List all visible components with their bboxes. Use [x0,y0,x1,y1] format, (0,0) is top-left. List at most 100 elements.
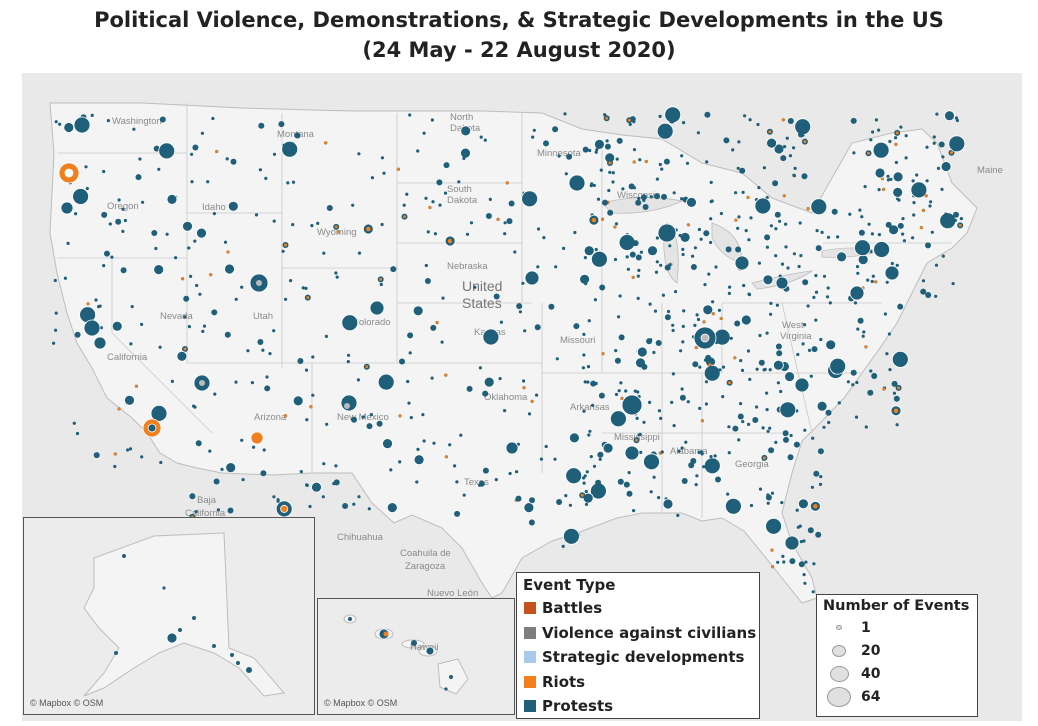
event-marker[interactable] [389,468,393,472]
event-marker[interactable] [322,251,326,255]
event-marker[interactable] [346,360,350,364]
event-marker[interactable] [595,148,599,152]
event-marker[interactable] [499,320,503,324]
event-marker[interactable] [802,539,806,543]
event-marker[interactable] [272,495,276,499]
event-marker[interactable] [911,179,915,183]
event-marker[interactable] [663,158,670,165]
event-marker[interactable] [411,640,417,646]
event-marker[interactable] [618,294,622,298]
event-marker[interactable] [390,266,397,273]
event-marker[interactable] [733,356,737,360]
event-marker[interactable] [941,254,945,258]
event-marker[interactable] [582,476,586,480]
event-marker[interactable] [774,440,778,444]
event-marker[interactable] [635,199,642,206]
event-marker[interactable] [582,146,589,153]
event-marker[interactable] [121,207,125,211]
event-marker[interactable] [657,496,661,500]
event-marker[interactable] [183,295,190,302]
event-marker[interactable] [224,331,231,338]
event-marker[interactable] [695,474,699,478]
event-marker[interactable] [901,232,905,236]
event-marker[interactable] [140,455,144,459]
event-marker[interactable] [768,426,772,430]
event-marker[interactable] [642,204,649,210]
event-marker[interactable] [341,314,359,332]
event-marker[interactable] [885,280,889,284]
event-marker[interactable] [632,509,636,513]
event-marker[interactable] [671,372,676,376]
event-marker[interactable] [592,183,596,187]
event-marker[interactable] [535,393,539,397]
event-marker[interactable] [72,421,76,425]
event-marker[interactable] [893,395,900,402]
event-marker[interactable] [848,212,852,216]
event-marker[interactable] [195,440,202,447]
event-marker[interactable] [703,457,721,475]
event-marker[interactable] [380,156,384,160]
event-marker[interactable] [770,548,774,552]
event-marker[interactable] [568,503,573,507]
event-marker[interactable] [588,429,592,433]
event-marker[interactable] [654,193,660,200]
event-marker[interactable] [912,213,916,217]
event-marker[interactable] [895,131,899,135]
event-marker[interactable] [825,409,832,416]
event-marker[interactable] [498,377,502,381]
event-marker[interactable] [586,380,590,384]
event-marker[interactable] [635,416,639,420]
event-marker[interactable] [601,217,604,221]
event-marker[interactable] [655,340,662,346]
event-marker[interactable] [334,464,338,468]
event-marker[interactable] [700,452,704,456]
event-marker[interactable] [815,229,819,233]
event-marker[interactable] [309,405,313,409]
event-marker[interactable] [696,131,701,135]
event-marker[interactable] [895,263,899,267]
event-marker[interactable] [940,161,952,172]
event-marker[interactable] [291,223,295,227]
event-marker[interactable] [536,227,541,231]
event-marker[interactable] [857,254,869,266]
event-marker[interactable] [654,270,659,274]
event-marker[interactable] [836,235,840,239]
event-marker[interactable] [658,162,662,167]
event-marker[interactable] [894,160,899,165]
event-marker[interactable] [731,148,735,152]
event-marker[interactable] [762,456,766,460]
event-marker[interactable] [604,143,611,150]
event-marker[interactable] [899,125,903,129]
event-marker[interactable] [485,213,492,219]
event-marker[interactable] [792,174,797,178]
event-marker[interactable] [863,185,867,189]
event-marker[interactable] [246,349,250,353]
event-marker[interactable] [376,420,383,427]
event-marker[interactable] [686,196,697,208]
event-marker[interactable] [60,201,74,215]
event-marker[interactable] [774,211,781,218]
event-marker[interactable] [422,131,426,135]
event-marker[interactable] [624,389,628,393]
event-marker[interactable] [117,407,121,411]
event-marker[interactable] [798,561,805,568]
event-marker[interactable] [788,154,793,158]
event-marker[interactable] [836,251,847,263]
event-marker[interactable] [854,239,871,257]
event-marker[interactable] [787,454,794,461]
event-marker[interactable] [158,345,162,349]
event-marker[interactable] [802,573,806,577]
event-marker[interactable] [66,241,70,245]
event-marker[interactable] [635,254,642,261]
event-marker[interactable] [482,467,489,474]
event-marker[interactable] [431,200,435,204]
event-marker[interactable] [944,110,955,122]
event-marker[interactable] [444,687,448,691]
event-marker[interactable] [213,478,220,485]
event-marker[interactable] [737,215,741,219]
event-marker[interactable] [54,311,58,315]
event-marker[interactable] [806,304,810,308]
event-marker[interactable] [182,220,193,232]
event-marker[interactable] [311,355,315,359]
event-marker[interactable] [892,391,897,395]
